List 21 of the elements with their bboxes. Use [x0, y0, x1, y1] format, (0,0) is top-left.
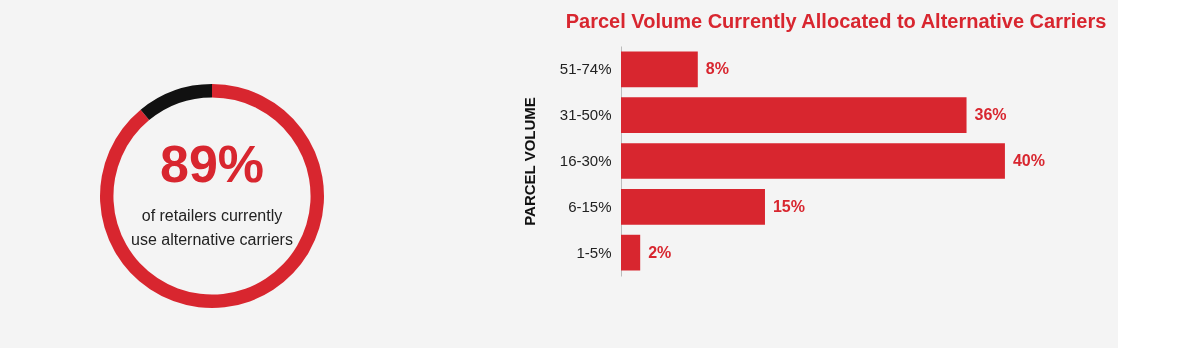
data-label: 8% [705, 60, 729, 78]
y-tick-label: 16-30% [559, 152, 612, 169]
bar [621, 97, 967, 134]
data-label: 36% [974, 106, 1007, 124]
y-axis-title: PARCEL VOLUME [520, 97, 538, 226]
donut-slice [100, 84, 324, 308]
y-tick-label: 1-5% [576, 243, 612, 261]
bar [621, 234, 641, 271]
bar [621, 188, 765, 225]
y-tick-label: 51-74% [559, 60, 612, 78]
data-label: 2% [648, 243, 672, 261]
chart-title: Parcel Volume Currently Allocated to Alternative Carriers [565, 10, 1107, 32]
bar [621, 143, 1005, 179]
text: of retailers currently use alternative carriers [131, 207, 293, 248]
y-tick-label: 31-50% [559, 106, 612, 124]
y-tick-label: 6-15% [568, 197, 612, 215]
bar [621, 51, 698, 88]
donut-slice [140, 84, 212, 121]
data-label: 15% [772, 197, 805, 215]
data-label: 89% [159, 135, 265, 193]
data-label: 40% [1012, 152, 1045, 169]
